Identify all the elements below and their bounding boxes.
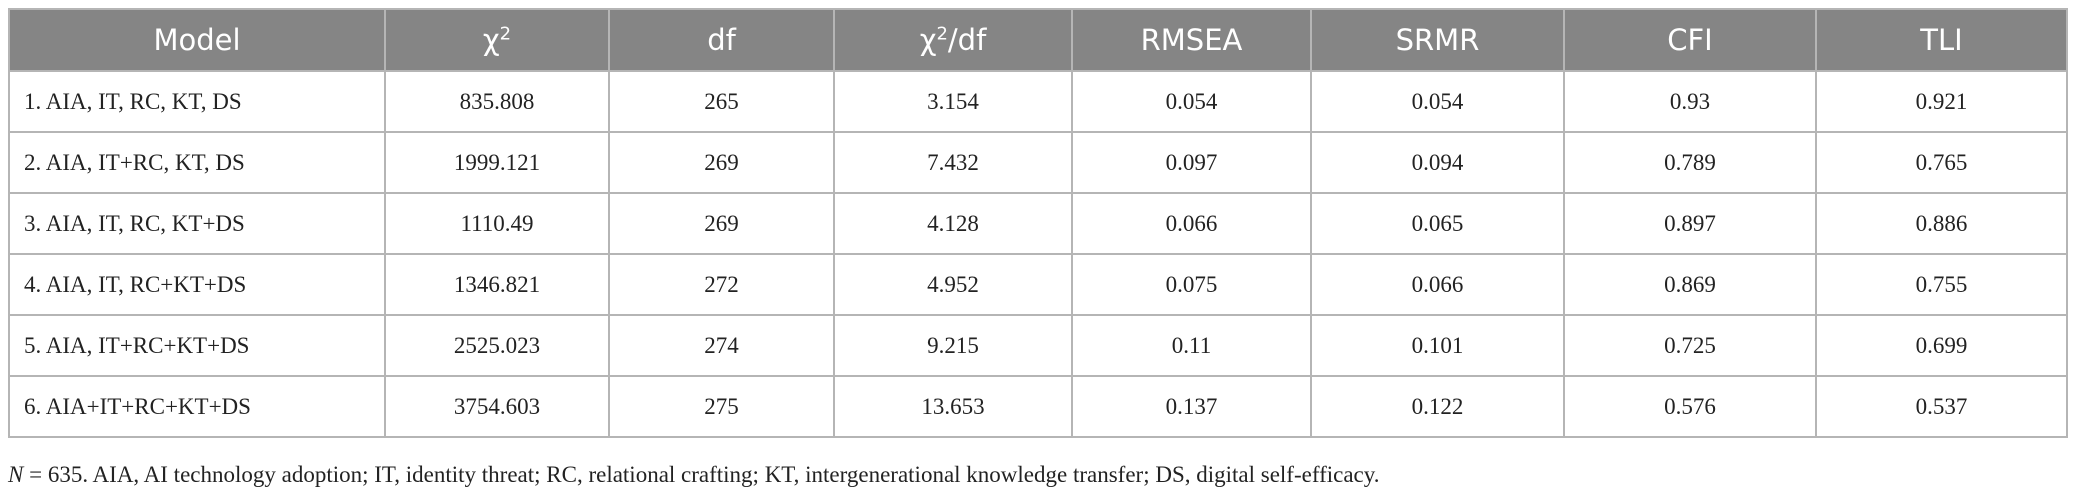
header-cell: df [608, 8, 835, 72]
value-cell: 274 [608, 314, 835, 377]
header-text: χ [482, 23, 500, 57]
value-cell: 0.094 [1310, 131, 1565, 194]
value-cell: 275 [608, 375, 835, 438]
value-cell: 835.808 [384, 70, 610, 133]
header-cell: χ2/df [833, 8, 1073, 72]
value-cell: 0.101 [1310, 314, 1565, 377]
value-cell: 9.215 [833, 314, 1073, 377]
model-cell: 4. AIA, IT, RC+KT+DS [8, 253, 386, 316]
value-cell: 0.11 [1071, 314, 1312, 377]
value-cell: 0.725 [1563, 314, 1817, 377]
header-cell: RMSEA [1071, 8, 1312, 72]
header-cell: χ2 [384, 8, 610, 72]
table-row: 6. AIA+IT+RC+KT+DS 3754.603 275 13.653 0.137… [8, 375, 2068, 438]
value-cell: 13.653 [833, 375, 1073, 438]
value-cell: 0.869 [1563, 253, 1817, 316]
table-body: 1. AIA, IT, RC, KT, DS 835.808 265 3.154 0.0… [8, 70, 2068, 438]
value-cell: 1110.49 [384, 192, 610, 255]
header-cell: Model [8, 8, 386, 72]
header-row: Model χ2 df χ2/df RMSEA SRMR CFI TLI [8, 8, 2068, 72]
value-cell: 1999.121 [384, 131, 610, 194]
superscript: 2 [499, 23, 512, 45]
header-cell: SRMR [1310, 8, 1565, 72]
table-row: 2. AIA, IT+RC, KT, DS 1999.121 269 7.432 0.0… [8, 131, 2068, 194]
value-cell: 7.432 [833, 131, 1073, 194]
value-cell: 0.065 [1310, 192, 1565, 255]
value-cell: 0.066 [1310, 253, 1565, 316]
table-row: 3. AIA, IT, RC, KT+DS 1110.49 269 4.128 0.06… [8, 192, 2068, 255]
model-cell: 3. AIA, IT, RC, KT+DS [8, 192, 386, 255]
footnote-text: = 635. AIA, AI technology adoption; IT, … [23, 462, 1380, 487]
value-cell: 2525.023 [384, 314, 610, 377]
table-wrap: Model χ2 df χ2/df RMSEA SRMR CFI TLI 1. AIA, IT… [8, 8, 2068, 438]
value-cell: 0.921 [1815, 70, 2068, 133]
model-cell: 5. AIA, IT+RC+KT+DS [8, 314, 386, 377]
header-text: /df [947, 23, 987, 57]
value-cell: 0.699 [1815, 314, 2068, 377]
value-cell: 0.122 [1310, 375, 1565, 438]
value-cell: 0.075 [1071, 253, 1312, 316]
header-text: χ [919, 23, 937, 57]
header-cell: CFI [1563, 8, 1817, 72]
value-cell: 0.897 [1563, 192, 1817, 255]
value-cell: 0.537 [1815, 375, 2068, 438]
value-cell: 0.93 [1563, 70, 1817, 133]
value-cell: 3.154 [833, 70, 1073, 133]
value-cell: 3754.603 [384, 375, 610, 438]
value-cell: 272 [608, 253, 835, 316]
value-cell: 0.054 [1310, 70, 1565, 133]
value-cell: 0.755 [1815, 253, 2068, 316]
value-cell: 0.097 [1071, 131, 1312, 194]
model-cell: 2. AIA, IT+RC, KT, DS [8, 131, 386, 194]
value-cell: 0.789 [1563, 131, 1817, 194]
value-cell: 4.952 [833, 253, 1073, 316]
value-cell: 269 [608, 131, 835, 194]
header-cell: TLI [1815, 8, 2068, 72]
value-cell: 4.128 [833, 192, 1073, 255]
footnote: N = 635. AIA, AI technology adoption; IT… [8, 462, 1380, 488]
table-row: 5. AIA, IT+RC+KT+DS 2525.023 274 9.215 0.11 0… [8, 314, 2068, 377]
table-row: 4. AIA, IT, RC+KT+DS 1346.821 272 4.952 0.07… [8, 253, 2068, 316]
superscript: 2 [936, 23, 948, 45]
value-cell: 0.765 [1815, 131, 2068, 194]
table-row: 1. AIA, IT, RC, KT, DS 835.808 265 3.154 0.0… [8, 70, 2068, 133]
value-cell: 0.576 [1563, 375, 1817, 438]
footnote-text: N [8, 462, 24, 487]
value-cell: 0.066 [1071, 192, 1312, 255]
value-cell: 0.137 [1071, 375, 1312, 438]
value-cell: 1346.821 [384, 253, 610, 316]
value-cell: 0.054 [1071, 70, 1312, 133]
model-cell: 1. AIA, IT, RC, KT, DS [8, 70, 386, 133]
value-cell: 265 [608, 70, 835, 133]
fit-table: Model χ2 df χ2/df RMSEA SRMR CFI TLI 1. AIA, IT… [8, 8, 2068, 438]
model-cell: 6. AIA+IT+RC+KT+DS [8, 375, 386, 438]
value-cell: 0.886 [1815, 192, 2068, 255]
value-cell: 269 [608, 192, 835, 255]
